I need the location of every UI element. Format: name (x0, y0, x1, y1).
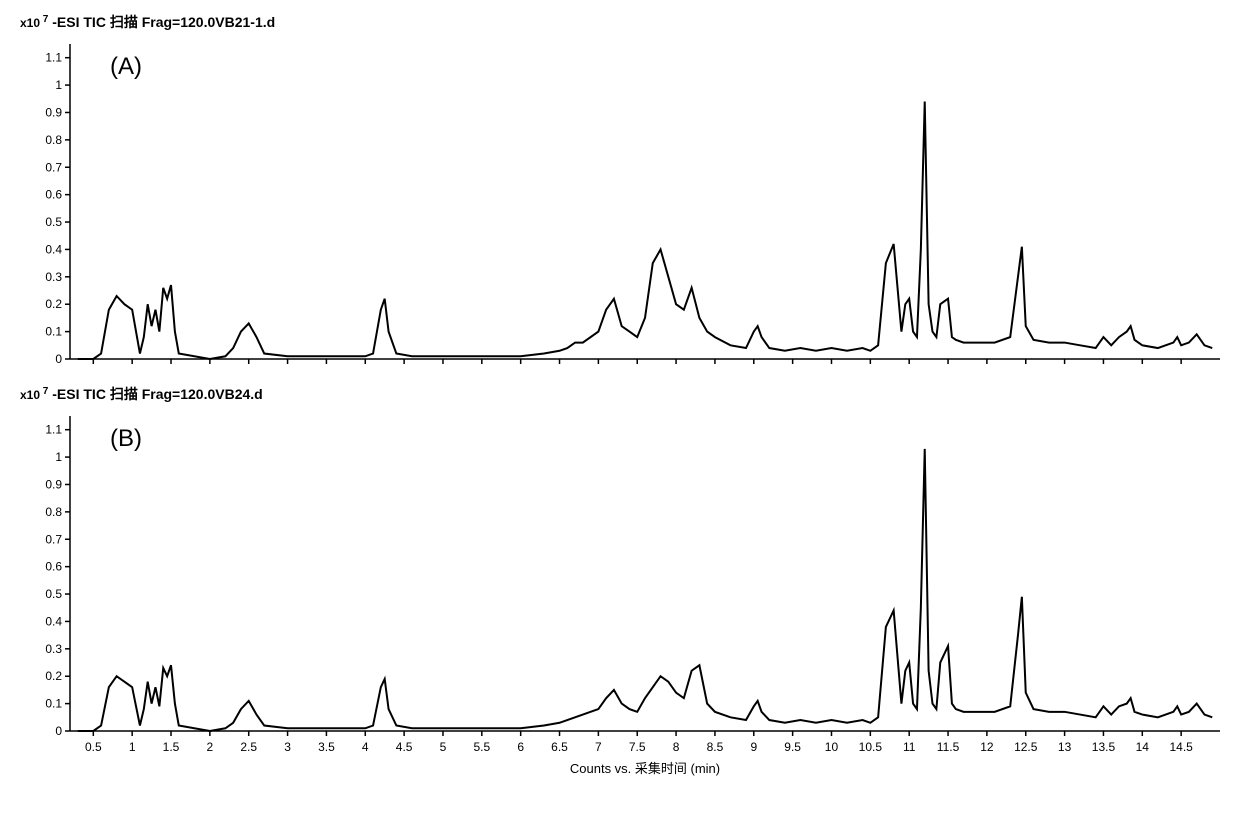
svg-text:11.5: 11.5 (937, 740, 960, 754)
panel-letter-label: (B) (110, 425, 142, 452)
svg-text:5.5: 5.5 (473, 740, 490, 754)
svg-text:0.5: 0.5 (85, 740, 102, 754)
chromatogram-panel-A: x10 7 -ESI TIC 扫描 Frag=120.0VB21-1.d 0 0.1… (10, 12, 1230, 379)
panel-letter-label: (A) (110, 53, 142, 80)
svg-text:5: 5 (440, 740, 447, 754)
svg-text:13: 13 (1058, 740, 1072, 754)
svg-text:13.5: 13.5 (1092, 740, 1116, 754)
svg-text:10.5: 10.5 (859, 740, 883, 754)
svg-text:14.5: 14.5 (1169, 740, 1193, 754)
svg-text:2: 2 (207, 740, 214, 754)
svg-text:0.4: 0.4 (45, 614, 62, 628)
panel-svg: 00.10.20.30.40.50.60.70.80.911.10.511.52… (10, 406, 1230, 801)
svg-text:4.5: 4.5 (396, 740, 413, 754)
svg-text:6.5: 6.5 (551, 740, 568, 754)
chromatogram-figure: x10 7 -ESI TIC 扫描 Frag=120.0VB21-1.d 0 0.1… (10, 12, 1230, 801)
svg-text:1: 1 (129, 740, 136, 754)
chromatogram-trace (78, 449, 1212, 731)
svg-text:0: 0 (55, 724, 62, 738)
svg-text:10: 10 (825, 740, 839, 754)
svg-text:0.4: 0.4 (45, 242, 62, 256)
svg-text:7.5: 7.5 (629, 740, 646, 754)
y-exponent: x10 7 (20, 388, 48, 402)
svg-text:8.5: 8.5 (707, 740, 724, 754)
panel-title-text: -ESI TIC 扫描 Frag=120.0VB24.d (48, 386, 262, 402)
svg-text:0.7: 0.7 (45, 532, 62, 546)
svg-text:8: 8 (673, 740, 680, 754)
svg-text:0.9: 0.9 (45, 477, 62, 491)
svg-text:1: 1 (55, 78, 62, 92)
svg-text:1.1: 1.1 (45, 51, 62, 65)
svg-text:7: 7 (595, 740, 602, 754)
panel-title-text: -ESI TIC 扫描 Frag=120.0VB21-1.d (48, 14, 275, 30)
svg-text:0.6: 0.6 (45, 188, 62, 202)
svg-text:1.5: 1.5 (163, 740, 180, 754)
svg-text:1.1: 1.1 (45, 423, 62, 437)
svg-text:0.5: 0.5 (45, 215, 62, 229)
svg-text:0.8: 0.8 (45, 133, 62, 147)
svg-text:11: 11 (903, 740, 916, 754)
xaxis-label: Counts vs. 采集时间 (min) (570, 761, 720, 776)
svg-text:3: 3 (284, 740, 291, 754)
svg-text:4: 4 (362, 740, 369, 754)
svg-text:9: 9 (750, 740, 757, 754)
svg-text:0.3: 0.3 (45, 642, 62, 656)
chromatogram-panel-B: x10 7 -ESI TIC 扫描 Frag=120.0VB24.d 0 0.1 0.… (10, 384, 1230, 801)
svg-text:6: 6 (517, 740, 524, 754)
svg-text:3.5: 3.5 (318, 740, 335, 754)
svg-text:0.1: 0.1 (45, 697, 62, 711)
svg-text:0.2: 0.2 (45, 297, 62, 311)
svg-text:2.5: 2.5 (240, 740, 257, 754)
svg-text:14: 14 (1136, 740, 1150, 754)
svg-text:0.2: 0.2 (45, 669, 62, 683)
svg-text:0.5: 0.5 (45, 587, 62, 601)
svg-text:0.1: 0.1 (45, 325, 62, 339)
svg-text:9.5: 9.5 (784, 740, 801, 754)
svg-text:0.8: 0.8 (45, 505, 62, 519)
svg-text:0: 0 (55, 352, 62, 366)
svg-text:12.5: 12.5 (1014, 740, 1038, 754)
panel-title: x10 7 -ESI TIC 扫描 Frag=120.0VB24.d (20, 384, 1230, 404)
panel-title: x10 7 -ESI TIC 扫描 Frag=120.0VB21-1.d (20, 12, 1230, 32)
panel-svg: 0 0.1 0.2 0.3 0.4 0.5 0.6 0.7 0.8 0.9 1 1.1 (A) (10, 34, 1230, 379)
svg-text:12: 12 (980, 740, 994, 754)
y-exponent: x10 7 (20, 16, 48, 30)
svg-text:0.6: 0.6 (45, 560, 62, 574)
svg-text:0.9: 0.9 (45, 105, 62, 119)
chromatogram-trace (78, 102, 1212, 359)
svg-text:0.7: 0.7 (45, 160, 62, 174)
svg-text:0.3: 0.3 (45, 270, 62, 284)
svg-text:1: 1 (55, 450, 62, 464)
